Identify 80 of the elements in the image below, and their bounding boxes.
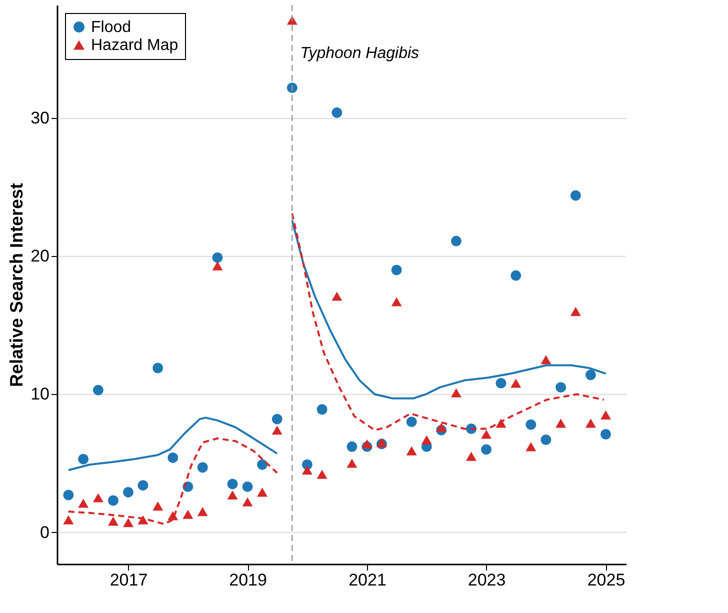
point [286, 82, 298, 94]
point [242, 497, 253, 506]
y-tick-label: 10 [30, 384, 50, 404]
point [197, 507, 208, 516]
point [227, 490, 238, 500]
line-series [67, 416, 278, 472]
point [272, 414, 282, 424]
point [436, 422, 447, 432]
point [540, 434, 552, 446]
point [138, 515, 148, 524]
point [272, 426, 282, 435]
y-tick-label: 0 [40, 522, 50, 542]
point [406, 446, 417, 456]
point [481, 444, 492, 455]
point [138, 480, 148, 491]
point [570, 190, 581, 201]
point [108, 495, 118, 506]
point [152, 501, 164, 511]
point [510, 378, 522, 388]
point [182, 510, 194, 519]
point [496, 418, 506, 428]
line-series [291, 219, 607, 400]
point [63, 515, 74, 524]
point [556, 418, 566, 428]
x-tick-label: 2021 [348, 570, 386, 590]
point [92, 384, 104, 396]
point [450, 236, 462, 246]
point [406, 416, 417, 428]
ref-line-label: Typhoon Hagibis [300, 45, 420, 62]
point [421, 435, 432, 444]
point [391, 297, 402, 306]
point [92, 493, 104, 502]
point [212, 261, 223, 270]
point [540, 355, 552, 364]
point [242, 481, 253, 492]
point [585, 370, 596, 380]
point [570, 306, 581, 316]
point [63, 490, 74, 500]
point [212, 252, 223, 263]
point [332, 107, 342, 118]
point [526, 419, 536, 430]
y-tick-label: 30 [30, 108, 50, 128]
y-tick-label: 20 [30, 246, 50, 266]
point [362, 439, 372, 448]
point [316, 470, 328, 479]
point [197, 462, 208, 473]
x-tick-label: 2025 [587, 570, 626, 590]
point [257, 488, 268, 497]
point [78, 498, 89, 508]
point [332, 292, 342, 301]
point [168, 452, 178, 463]
point [346, 441, 358, 452]
point [152, 362, 164, 374]
point [78, 454, 89, 464]
point [496, 378, 506, 388]
point [302, 466, 312, 475]
point [481, 430, 492, 439]
point [123, 486, 134, 498]
x-tick-label: 2023 [468, 570, 506, 590]
x-tick-label: 2019 [229, 570, 267, 590]
point [600, 410, 611, 420]
point [600, 429, 611, 440]
legend-label: Flood [91, 19, 132, 36]
x-tick-label: 2017 [110, 570, 148, 590]
point [123, 518, 134, 528]
point [346, 458, 358, 468]
point [526, 442, 536, 452]
y-axis-title: Relative Search Interest [6, 182, 27, 388]
point [510, 270, 522, 281]
point [585, 418, 596, 428]
legend-label: Hazard Map [91, 37, 178, 54]
point [391, 264, 402, 276]
point [316, 404, 328, 415]
point [108, 516, 118, 526]
point [450, 388, 462, 398]
point [556, 382, 566, 393]
line-series [67, 437, 278, 525]
point [466, 452, 476, 461]
point [227, 478, 238, 490]
point [257, 459, 268, 470]
